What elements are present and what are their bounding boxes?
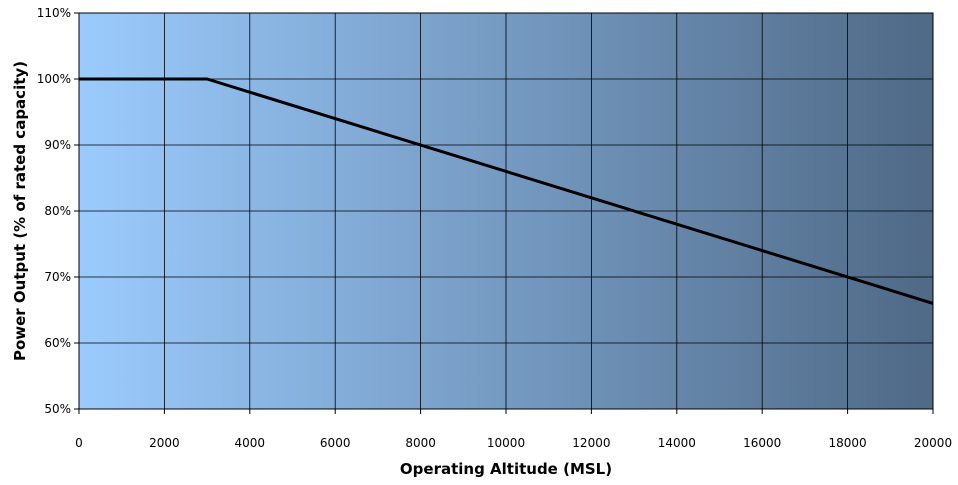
x-tick-label: 20000 <box>914 436 952 450</box>
y-tick-label: 110% <box>37 6 71 20</box>
x-tick-label: 14000 <box>658 436 696 450</box>
x-tick-label: 18000 <box>829 436 867 450</box>
y-tick-label: 90% <box>44 138 71 152</box>
gridlines <box>79 13 933 409</box>
series-line <box>79 77 934 305</box>
x-axis-title: Operating Altitude (MSL) <box>400 460 612 478</box>
y-tick-label: 60% <box>44 336 71 350</box>
x-axis-ticks: 0 2000 4000 6000 8000 10000 12000 14000 16000 180… <box>75 409 952 450</box>
y-axis-title: Power Output (% of rated capacity) <box>11 61 29 361</box>
x-tick-label: 8000 <box>405 436 436 450</box>
x-tick-label: 12000 <box>572 436 610 450</box>
x-tick-label: 6000 <box>320 436 351 450</box>
y-tick-label: 50% <box>44 402 71 416</box>
x-tick-label: 16000 <box>743 436 781 450</box>
y-axis-ticks: 50% 60% 70% 80% 90% 100% 110% <box>37 6 79 416</box>
y-tick-label: 70% <box>44 270 71 284</box>
series-layer <box>79 77 934 305</box>
y-tick-label: 100% <box>37 72 71 86</box>
x-tick-label: 4000 <box>235 436 266 450</box>
x-tick-label: 10000 <box>487 436 525 450</box>
y-tick-label: 80% <box>44 204 71 218</box>
x-tick-label: 2000 <box>149 436 180 450</box>
x-tick-label: 0 <box>75 436 83 450</box>
